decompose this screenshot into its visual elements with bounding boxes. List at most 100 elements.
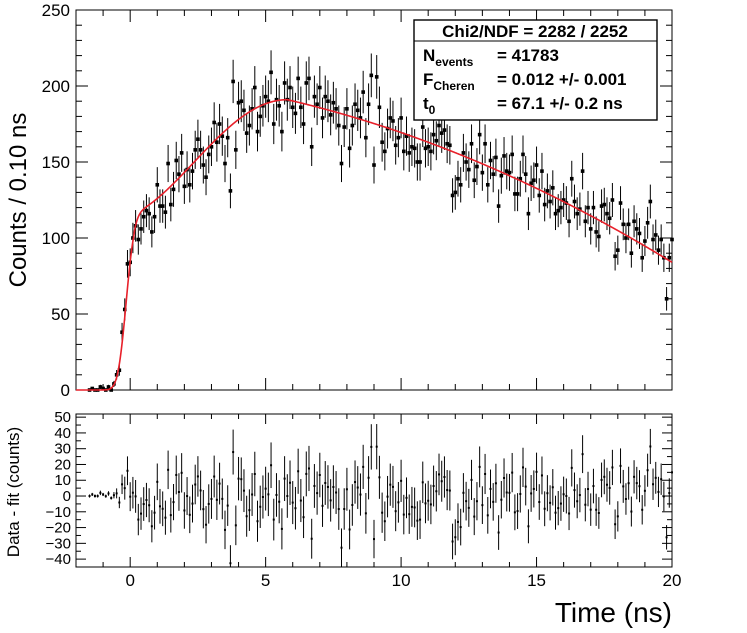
data-point bbox=[426, 145, 430, 149]
residual-point bbox=[321, 504, 324, 507]
stats-fcheren-subscript: Cheren bbox=[433, 79, 474, 93]
data-point bbox=[439, 131, 444, 135]
data-point bbox=[415, 160, 420, 164]
residual-point bbox=[289, 481, 292, 484]
data-point bbox=[437, 123, 441, 128]
residual-point bbox=[589, 508, 592, 511]
data-point bbox=[670, 237, 674, 242]
main-y-tick-label: 100 bbox=[42, 229, 70, 248]
main-x-axis bbox=[75, 10, 673, 390]
stats-nevents-subscript: events bbox=[435, 55, 473, 69]
residual-point bbox=[532, 487, 535, 490]
residual-point bbox=[513, 511, 516, 514]
residual-point bbox=[438, 473, 441, 476]
residual-point bbox=[654, 476, 657, 479]
data-point bbox=[288, 85, 292, 90]
data-point bbox=[515, 192, 520, 196]
data-point bbox=[261, 103, 265, 108]
data-point bbox=[244, 131, 249, 135]
residual-x-tick-label: 15 bbox=[527, 571, 546, 590]
data-point bbox=[158, 204, 162, 208]
data-point bbox=[399, 116, 403, 120]
data-point bbox=[258, 114, 263, 119]
residual-point bbox=[611, 466, 614, 469]
residual-point bbox=[234, 524, 237, 527]
data-point bbox=[198, 148, 203, 152]
residual-point bbox=[237, 477, 240, 480]
residual-point bbox=[373, 538, 375, 541]
residual-point bbox=[668, 492, 671, 495]
residual-point bbox=[172, 501, 175, 504]
residual-point bbox=[191, 502, 194, 505]
residual-point bbox=[91, 493, 94, 496]
data-point bbox=[637, 231, 642, 236]
data-point bbox=[293, 111, 298, 116]
residual-point bbox=[419, 518, 422, 521]
residual-point bbox=[443, 475, 446, 478]
data-point bbox=[607, 216, 612, 221]
residual-point bbox=[462, 491, 465, 494]
residual-point bbox=[456, 520, 459, 523]
data-point bbox=[634, 227, 639, 231]
data-point bbox=[477, 132, 482, 137]
residual-point bbox=[592, 485, 595, 488]
residual-point bbox=[576, 500, 579, 503]
stats-t0-label: t0 bbox=[423, 94, 436, 117]
residual-point bbox=[337, 508, 340, 511]
data-point bbox=[429, 149, 433, 154]
residual-point bbox=[413, 506, 416, 509]
residual-point bbox=[215, 498, 218, 501]
residual-point bbox=[186, 495, 189, 498]
residual-point bbox=[641, 508, 644, 511]
data-point bbox=[521, 152, 525, 157]
data-point bbox=[502, 154, 506, 158]
data-point bbox=[345, 107, 349, 111]
residual-point bbox=[229, 562, 232, 565]
residual-point bbox=[652, 483, 655, 486]
data-point bbox=[659, 237, 663, 242]
data-point bbox=[372, 163, 376, 167]
data-point bbox=[318, 85, 322, 90]
residual-point bbox=[278, 500, 281, 503]
residual-point bbox=[150, 525, 153, 528]
residual-point bbox=[595, 508, 598, 511]
residual-point bbox=[188, 513, 191, 516]
residual-point bbox=[408, 513, 411, 516]
data-point bbox=[301, 122, 306, 126]
residual-point bbox=[505, 491, 508, 494]
residual-point bbox=[123, 487, 126, 490]
data-point bbox=[247, 123, 252, 128]
residual-x-tick-label: 20 bbox=[663, 571, 682, 590]
residual-point bbox=[394, 510, 397, 513]
data-point bbox=[553, 211, 558, 216]
residual-point bbox=[608, 486, 611, 489]
residual-point bbox=[324, 481, 327, 484]
data-point bbox=[523, 172, 528, 176]
data-point bbox=[621, 222, 626, 227]
residual-point bbox=[345, 488, 348, 491]
data-point bbox=[580, 169, 585, 173]
data-point bbox=[450, 193, 455, 198]
data-point bbox=[624, 236, 628, 240]
data-point bbox=[445, 141, 449, 146]
residual-point bbox=[275, 493, 278, 496]
data-point bbox=[488, 158, 493, 163]
data-point bbox=[206, 152, 211, 157]
data-point bbox=[575, 211, 579, 216]
data-point bbox=[120, 330, 124, 335]
residual-point bbox=[359, 493, 362, 496]
data-point bbox=[98, 385, 103, 389]
residual-point bbox=[671, 471, 673, 474]
data-point bbox=[494, 155, 498, 160]
residual-point bbox=[180, 471, 183, 474]
data-point bbox=[225, 135, 230, 140]
residual-point bbox=[397, 501, 400, 504]
stats-t0-value: = 67.1 +/- 0.2 ns bbox=[497, 94, 623, 113]
residual-point bbox=[603, 475, 606, 478]
x-axis-title: Time (ns) bbox=[555, 597, 672, 628]
residual-point bbox=[516, 510, 519, 513]
residual-point bbox=[280, 527, 283, 530]
residual-point bbox=[573, 489, 576, 492]
residual-point bbox=[218, 482, 221, 485]
